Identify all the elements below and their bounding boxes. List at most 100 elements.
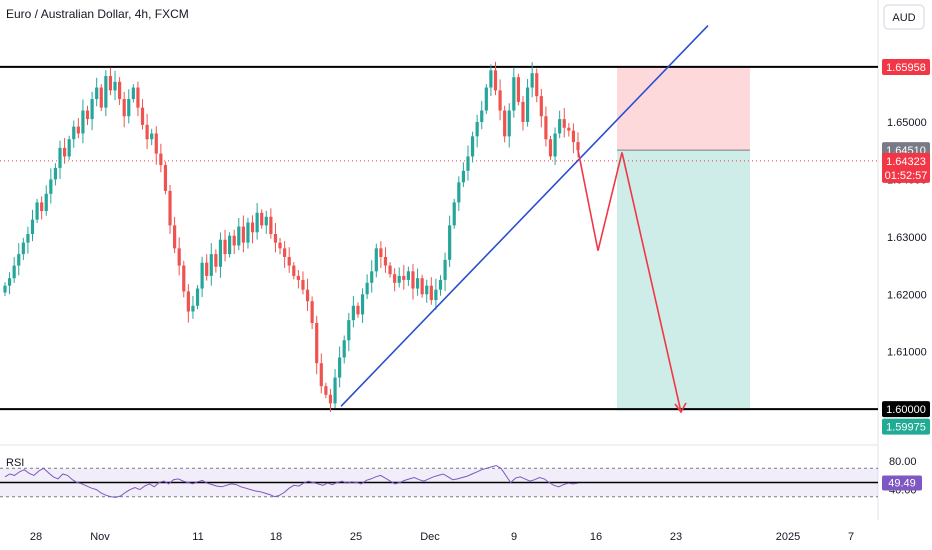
candle-body: [544, 116, 548, 140]
candle-body: [411, 271, 415, 289]
candle: [214, 249, 218, 273]
x-tick-label: 18: [270, 531, 282, 543]
candle: [99, 84, 103, 112]
candle: [535, 68, 539, 103]
candle-body: [516, 77, 521, 102]
candle-body: [535, 73, 539, 97]
candle-body: [370, 271, 374, 283]
x-tick-label: 11: [192, 531, 203, 543]
candle: [493, 61, 498, 96]
candle: [305, 278, 310, 311]
candle-body: [90, 99, 94, 120]
candle: [420, 274, 424, 298]
candle: [512, 67, 516, 118]
candle: [457, 176, 461, 211]
candle: [296, 269, 300, 289]
candle-body: [521, 101, 525, 122]
x-tick-label: 28: [30, 531, 42, 543]
candle-body: [168, 190, 172, 226]
candle: [315, 315, 319, 375]
x-tick-label: 16: [590, 531, 602, 543]
x-tick-label: Dec: [420, 531, 440, 543]
candle-body: [283, 248, 287, 257]
candle-body: [85, 110, 90, 120]
rsi-pane: RSI: [0, 457, 878, 498]
candle: [241, 215, 245, 253]
candle-body: [493, 70, 498, 91]
candle: [168, 184, 172, 234]
candle-body: [228, 235, 232, 255]
candle-body: [397, 275, 401, 283]
candle: [150, 128, 154, 146]
candle: [301, 271, 305, 295]
candle-body: [136, 87, 140, 108]
candle-body: [104, 76, 108, 108]
candle-body: [159, 153, 163, 166]
candle: [466, 145, 470, 181]
candle: [351, 296, 355, 328]
candle: [507, 103, 511, 148]
candle: [72, 120, 76, 148]
candle: [324, 382, 328, 399]
candle-body: [17, 254, 21, 266]
candle-body: [338, 357, 342, 378]
rsi-value-label: 49.49: [888, 478, 916, 490]
candle-body: [333, 377, 337, 404]
candle: [53, 163, 58, 186]
y-tick-label: 1.61000: [887, 347, 927, 359]
candle: [264, 210, 268, 234]
candle: [567, 123, 571, 137]
candle: [269, 208, 273, 239]
candle-body: [264, 216, 268, 226]
y-tick-label: 1.65000: [887, 117, 927, 129]
candle: [434, 278, 438, 310]
candle: [273, 222, 278, 253]
candle: [562, 108, 566, 138]
candle: [379, 241, 383, 268]
candle-body: [438, 279, 443, 290]
candle: [7, 272, 12, 295]
candle-body: [186, 291, 190, 312]
candle: [200, 256, 204, 298]
candle-body: [145, 124, 149, 140]
candle-body: [26, 233, 30, 243]
candle: [438, 275, 443, 296]
candle: [539, 88, 543, 128]
candle: [3, 282, 7, 297]
candle-body: [365, 282, 369, 295]
candle-body: [21, 242, 25, 255]
currency-button[interactable]: AUD: [883, 4, 925, 30]
x-tick-label: 7: [848, 531, 854, 543]
candle: [81, 99, 85, 144]
candle-body: [379, 248, 383, 257]
candle-body: [558, 119, 562, 134]
candle: [393, 268, 397, 292]
take-profit-zone: [617, 150, 750, 411]
candle-body: [40, 202, 44, 212]
price-badge-bg: [882, 58, 930, 75]
x-tick-label: 2025: [776, 531, 800, 543]
price-axis-area: [878, 0, 932, 550]
candle: [35, 198, 39, 224]
candle-body: [448, 225, 452, 260]
candle: [480, 100, 484, 130]
candle: [558, 110, 562, 139]
price-badge: 1.59975: [882, 418, 930, 435]
y-tick-label: 1.62000: [887, 289, 927, 301]
candle: [67, 135, 71, 160]
candle-body: [415, 278, 420, 289]
candle: [470, 131, 475, 163]
candle: [223, 229, 227, 262]
candles: [3, 61, 580, 412]
candle-body: [434, 289, 438, 301]
candle: [448, 215, 452, 268]
candle-body: [108, 76, 113, 91]
candle-body: [470, 136, 475, 157]
candle-body: [292, 265, 296, 276]
candle-body: [567, 127, 571, 131]
candle: [145, 113, 149, 149]
candle-body: [305, 289, 310, 302]
candle-body: [319, 363, 323, 387]
